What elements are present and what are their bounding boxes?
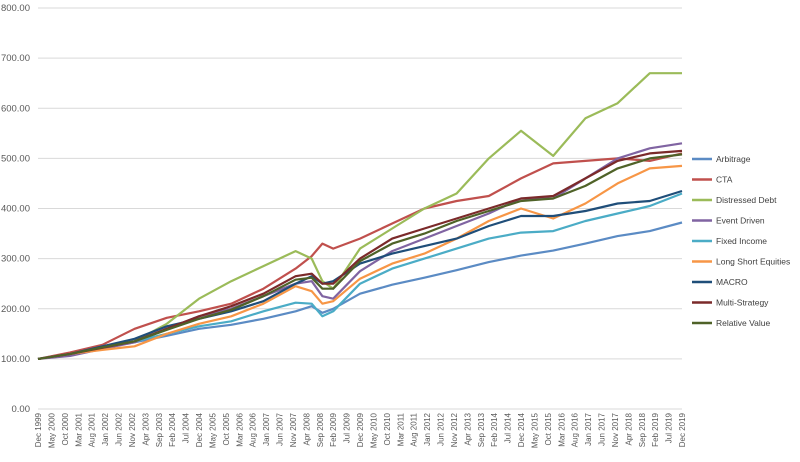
x-tick-label: Feb 2004	[168, 412, 177, 446]
x-tick-label: Jan 2012	[423, 412, 432, 445]
x-tick-label: Dec 1999	[34, 412, 43, 447]
legend-label-macro: MACRO	[716, 277, 748, 287]
y-tick-label: 400.00	[1, 204, 30, 215]
legend-label-event-driven: Event Driven	[716, 216, 765, 226]
x-tick-label: Jun 2002	[115, 412, 124, 445]
y-tick-label: 700.00	[1, 53, 30, 64]
legend-label-distressed-debt: Distressed Debt	[716, 195, 777, 205]
x-tick-label: Dec 2004	[195, 412, 204, 447]
x-tick-label: Aug 2011	[410, 412, 419, 446]
x-tick-label: Nov 2007	[289, 412, 298, 447]
x-tick-label: Oct 2010	[383, 412, 392, 445]
x-tick-label: Dec 2009	[356, 412, 365, 447]
y-tick-label: 200.00	[1, 304, 30, 315]
x-tick-label: Jun 2012	[437, 412, 446, 445]
x-tick-label: May 2010	[369, 412, 378, 448]
x-tick-label: Mar 2016	[557, 412, 566, 446]
x-tick-label: Aug 2016	[571, 412, 580, 447]
legend-label-arbitrage: Arbitrage	[716, 154, 751, 164]
x-tick-label: Mar 2011	[396, 412, 405, 446]
x-tick-label: Nov 2002	[128, 412, 137, 447]
gridlines	[38, 7, 682, 410]
x-tick-label: Oct 2000	[61, 412, 70, 445]
x-tick-label: Sep 2003	[155, 412, 164, 447]
series-line-macro	[37, 189, 683, 360]
x-tick-label: Dec 2019	[678, 412, 687, 447]
series-line-relative-value	[37, 153, 683, 360]
x-tick-label: Feb 2019	[651, 412, 660, 446]
legend-label-multi-strategy: Multi-Strategy	[716, 298, 769, 308]
x-tick-label: Apr 2013	[463, 412, 472, 445]
x-tick-label: Mar 2001	[74, 412, 83, 446]
x-tick-label: Aug 2006	[249, 412, 258, 447]
legend: Arbitrage CTA Distressed Debt Event Driven F…	[692, 154, 790, 328]
y-tick-label: 800.00	[1, 3, 30, 14]
x-tick-label: Oct 2015	[544, 412, 553, 445]
x-tick-label: Feb 2014	[490, 412, 499, 446]
series-line-distressed-debt	[37, 72, 682, 360]
x-tick-label: Nov 2012	[450, 412, 459, 447]
x-tick-label: May 2015	[530, 412, 539, 448]
x-tick-label: Jul 2009	[343, 412, 352, 443]
x-tick-label: Jul 2019	[665, 412, 674, 443]
x-tick-label: Oct 2005	[222, 412, 231, 445]
y-tick-label: 100.00	[1, 354, 30, 365]
x-tick-label: Jan 2007	[262, 412, 271, 445]
x-tick-label: Nov 2017	[611, 412, 620, 447]
x-tick-label: Apr 2003	[141, 412, 150, 445]
legend-label-fixed-income: Fixed Income	[716, 236, 767, 246]
x-tick-label: Jul 2014	[504, 412, 513, 443]
x-tick-label: May 2000	[47, 412, 56, 448]
y-axis-ticks: 0.00 100.00 200.00 300.00 400.00 500.00 600.00…	[1, 3, 30, 415]
x-tick-label: Jun 2007	[276, 412, 285, 445]
series-line-event-driven	[37, 142, 683, 360]
x-tick-label: Apr 2018	[624, 412, 633, 445]
x-tick-label: Aug 2001	[88, 412, 97, 447]
x-tick-label: May 2005	[208, 412, 217, 448]
x-tick-label: Feb 2009	[329, 412, 338, 446]
x-tick-label: Jun 2017	[598, 412, 607, 445]
series-line-cta	[37, 152, 683, 360]
x-tick-label: Sep 2008	[316, 412, 325, 447]
x-axis-ticks: Dec 1999 May 2000 Oct 2000 Mar 2001 Aug 2001…	[34, 412, 687, 448]
y-tick-label: 500.00	[1, 153, 30, 164]
x-tick-label: Dec 2014	[517, 412, 526, 447]
legend-label-relative-value: Relative Value	[716, 318, 770, 328]
x-tick-label: Apr 2008	[302, 412, 311, 445]
x-tick-label: Sep 2013	[477, 412, 486, 447]
x-tick-label: Mar 2006	[235, 412, 244, 446]
legend-label-cta: CTA	[716, 175, 733, 185]
y-tick-label: 300.00	[1, 254, 30, 265]
y-tick-label: 0.00	[12, 404, 31, 415]
x-tick-label: Sep 2018	[638, 412, 647, 447]
x-tick-label: Jul 2004	[182, 412, 191, 443]
y-tick-label: 600.00	[1, 103, 30, 114]
x-tick-label: Jan 2002	[101, 412, 110, 445]
legend-label-long-short-equities: Long Short Equities	[716, 257, 790, 267]
series-lines	[37, 72, 683, 360]
x-tick-label: Jan 2017	[584, 412, 593, 445]
series-line-fixed-income	[37, 192, 683, 360]
